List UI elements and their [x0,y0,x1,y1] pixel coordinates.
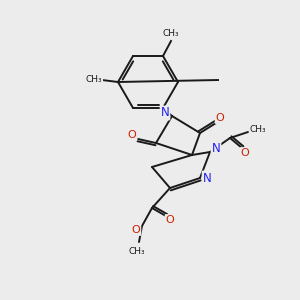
Text: O: O [216,113,224,123]
Text: O: O [128,130,136,140]
Text: N: N [202,172,211,184]
Text: O: O [132,225,140,235]
Text: N: N [212,142,220,154]
Text: CH₃: CH₃ [163,28,179,38]
Text: O: O [241,148,249,158]
Text: CH₃: CH₃ [86,76,102,85]
Text: O: O [166,215,174,225]
Text: N: N [160,106,169,119]
Text: CH₃: CH₃ [250,125,266,134]
Text: CH₃: CH₃ [129,247,145,256]
